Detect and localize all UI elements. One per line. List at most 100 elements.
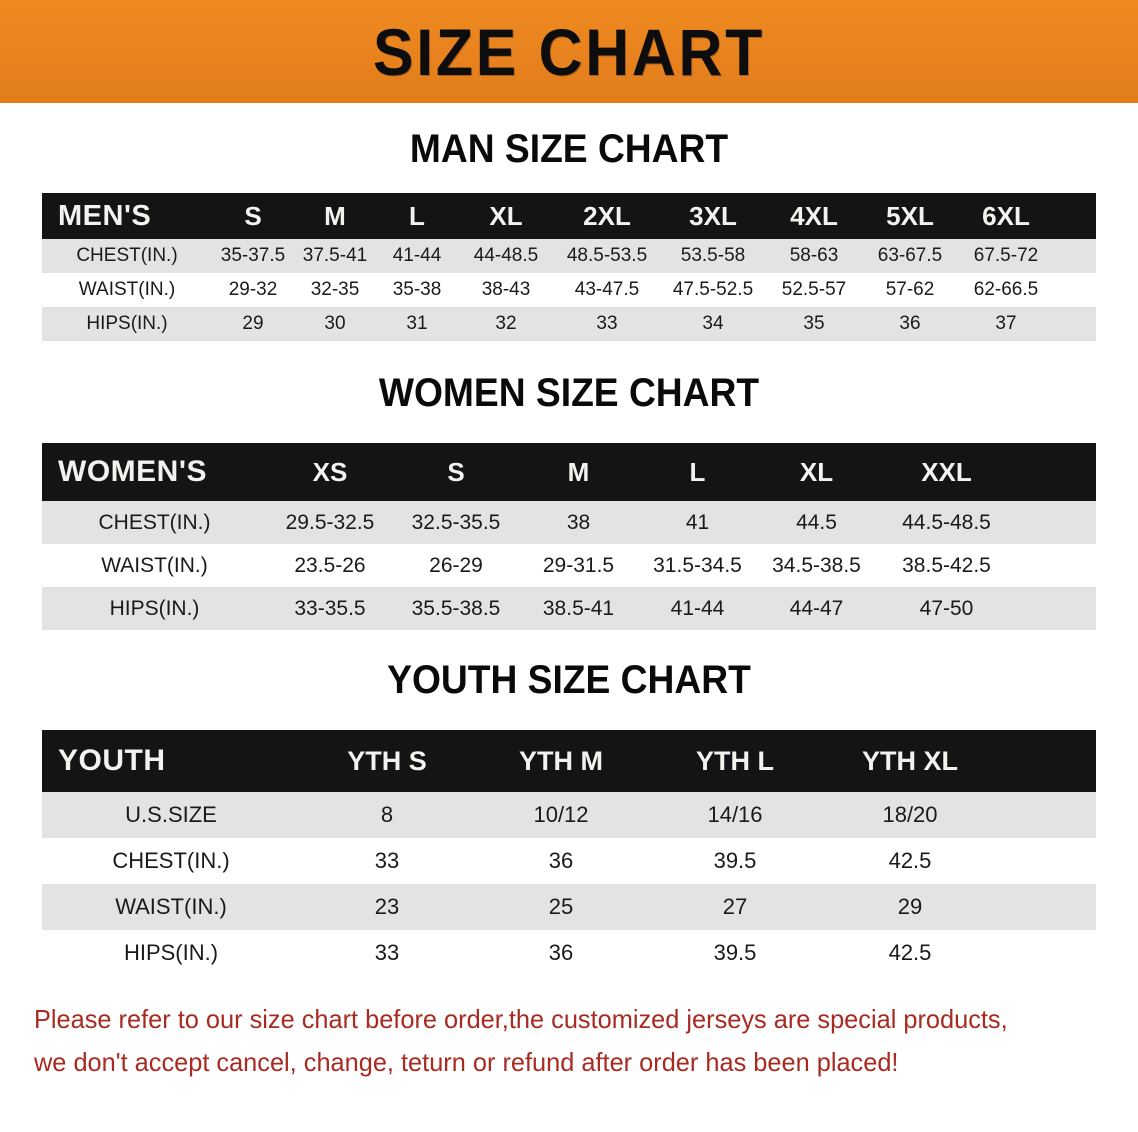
youth-chest-pad: [998, 838, 1096, 884]
youth-chest-s: 33: [374, 848, 400, 873]
man-hips-xl: 32: [495, 313, 517, 334]
youth-row-label-hips: HIPS(IN.): [123, 940, 219, 965]
women-chest-xl: 44.5: [796, 510, 837, 534]
youth-ussize-l: 14/16: [707, 802, 763, 827]
women-hips-s: 35.5-38.5: [411, 596, 501, 620]
women-col-xxl: XXL: [921, 456, 972, 487]
women-table-head: WOMEN'S XS S M L XL XXL: [42, 443, 1096, 501]
youth-ussize-xl: 18/20: [882, 802, 938, 827]
women-table-wrap: WOMEN'S XS S M L XL XXL CHEST(IN.) 29.5-…: [42, 443, 1096, 630]
women-row-label-hips: HIPS(IN.): [109, 596, 200, 620]
man-section-title: MAN SIZE CHART: [409, 127, 729, 171]
youth-waist-l: 27: [722, 894, 748, 919]
man-col-l: L: [409, 200, 425, 231]
youth-ussize-m: 10/12: [533, 802, 589, 827]
women-chest-xs: 29.5-32.5: [285, 510, 375, 534]
women-chest-s: 32.5-35.5: [411, 510, 501, 534]
women-waist-m: 29-31.5: [542, 553, 615, 577]
man-waist-l: 35-38: [392, 279, 442, 300]
youth-header-label: YOUTH: [58, 744, 166, 777]
youth-section-title: YOUTH SIZE CHART: [387, 658, 751, 702]
women-waist-xl: 34.5-38.5: [772, 553, 861, 577]
man-table-head: MEN'S S M L XL 2XL 3XL 4XL 5XL 6XL: [42, 193, 1096, 239]
women-chest-m: 38: [566, 510, 591, 534]
youth-waist-s: 23: [374, 894, 400, 919]
man-col-pad: [1054, 193, 1096, 239]
man-hips-m: 30: [324, 313, 346, 334]
table-row: CHEST(IN.) 35-37.5 37.5-41 41-44 44-48.5…: [42, 239, 1096, 273]
man-chest-2xl: 48.5-53.5: [566, 245, 648, 266]
youth-chest-xl: 42.5: [888, 848, 932, 873]
women-col-pad: [1017, 443, 1096, 501]
youth-col-xl: YTH XL: [861, 745, 958, 776]
man-header-label: MEN'S: [58, 199, 152, 232]
women-header-label: WOMEN'S: [58, 455, 207, 488]
man-hips-4xl: 35: [803, 313, 825, 334]
women-hips-pad: [1017, 587, 1096, 630]
man-table-body: CHEST(IN.) 35-37.5 37.5-41 41-44 44-48.5…: [42, 239, 1096, 341]
youth-col-l: YTH L: [696, 745, 774, 776]
table-row: WAIST(IN.) 29-32 32-35 35-38 38-43 43-47…: [42, 273, 1096, 307]
women-size-table: WOMEN'S XS S M L XL XXL CHEST(IN.) 29.5-…: [42, 443, 1096, 630]
man-chest-3xl: 53.5-58: [680, 245, 746, 266]
page-title: SIZE CHART: [373, 14, 765, 89]
man-waist-xl: 38-43: [481, 279, 531, 300]
spacer-youth: [0, 700, 1138, 730]
man-row-label-chest: CHEST(IN.): [76, 245, 178, 266]
women-table-body: CHEST(IN.) 29.5-32.5 32.5-35.5 38 41 44.…: [42, 501, 1096, 630]
man-hips-pad: [1054, 307, 1096, 341]
youth-waist-m: 25: [548, 894, 574, 919]
man-col-xl: XL: [489, 200, 523, 231]
man-col-6xl: 6XL: [982, 200, 1030, 231]
women-col-s: S: [447, 456, 465, 487]
women-chest-xxl: 44.5-48.5: [902, 510, 991, 534]
man-table-wrap: MEN'S S M L XL 2XL 3XL 4XL 5XL 6XL CHEST…: [42, 193, 1096, 341]
man-hips-6xl: 37: [995, 313, 1017, 334]
women-hips-xxl: 47-50: [919, 596, 974, 620]
youth-col-s: YTH S: [347, 745, 427, 776]
man-row-label-waist: WAIST(IN.): [78, 279, 176, 300]
youth-hips-pad: [998, 930, 1096, 976]
women-chest-l: 41: [685, 510, 710, 534]
women-hips-m: 38.5-41: [542, 596, 615, 620]
man-hips-l: 31: [406, 313, 428, 334]
man-waist-2xl: 43-47.5: [574, 279, 640, 300]
youth-hips-m: 36: [548, 940, 574, 965]
table-row: HIPS(IN.) 29 30 31 32 33 34 35 36 37: [42, 307, 1096, 341]
women-waist-s: 26-29: [429, 553, 483, 577]
women-col-xl: XL: [799, 456, 834, 487]
youth-hips-s: 33: [374, 940, 400, 965]
man-chest-l: 41-44: [392, 245, 442, 266]
man-hips-3xl: 34: [702, 313, 724, 334]
table-row: WAIST(IN.) 23.5-26 26-29 29-31.5 31.5-34…: [42, 544, 1096, 587]
youth-waist-xl: 29: [897, 894, 923, 919]
women-waist-pad: [1017, 544, 1096, 587]
man-col-3xl: 3XL: [689, 200, 737, 231]
table-row: HIPS(IN.) 33-35.5 35.5-38.5 38.5-41 41-4…: [42, 587, 1096, 630]
man-chest-s: 35-37.5: [220, 245, 286, 266]
youth-row-label-chest: CHEST(IN.): [112, 848, 230, 873]
youth-header-row: YOUTH YTH S YTH M YTH L YTH XL: [42, 730, 1096, 792]
man-col-m: M: [324, 200, 346, 231]
women-hips-xl: 44-47: [789, 596, 844, 620]
man-hips-s: 29: [242, 313, 264, 334]
women-col-m: M: [567, 456, 590, 487]
women-row-label-chest: CHEST(IN.): [98, 510, 211, 534]
man-waist-pad: [1054, 273, 1096, 307]
women-col-xs: XS: [312, 456, 348, 487]
table-row: U.S.SIZE 8 10/12 14/16 18/20: [42, 792, 1096, 838]
table-row: CHEST(IN.) 33 36 39.5 42.5: [42, 838, 1096, 884]
table-row: CHEST(IN.) 29.5-32.5 32.5-35.5 38 41 44.…: [42, 501, 1096, 544]
youth-size-table: YOUTH YTH S YTH M YTH L YTH XL U.S.SIZE …: [42, 730, 1096, 976]
man-chest-4xl: 58-63: [789, 245, 839, 266]
women-col-l: L: [689, 456, 706, 487]
women-header-row: WOMEN'S XS S M L XL XXL: [42, 443, 1096, 501]
women-chest-pad: [1017, 501, 1096, 544]
man-chest-xl: 44-48.5: [473, 245, 539, 266]
women-hips-xs: 33-35.5: [294, 596, 366, 620]
youth-col-m: YTH M: [519, 745, 603, 776]
youth-chest-m: 36: [548, 848, 574, 873]
man-chest-6xl: 67.5-72: [973, 245, 1039, 266]
youth-col-pad: [998, 730, 1096, 792]
